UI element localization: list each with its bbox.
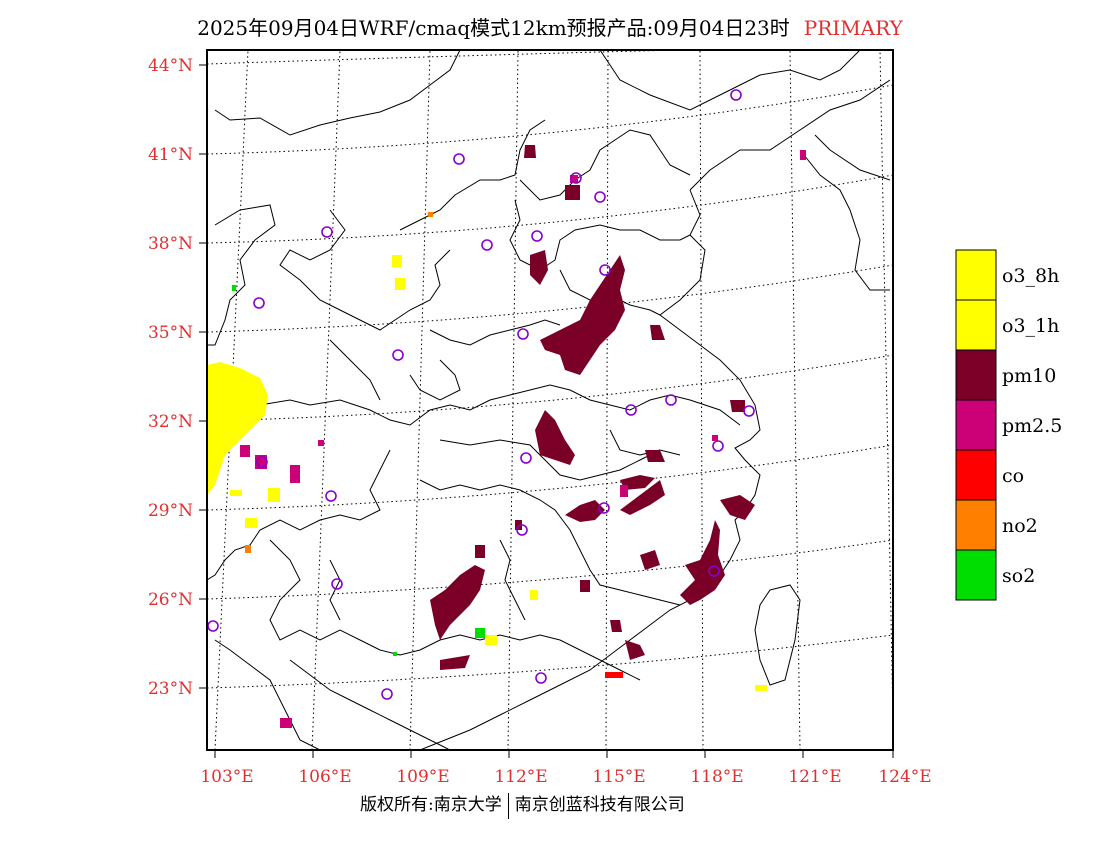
graticule (207, 50, 893, 750)
circle-station-marker (331, 578, 343, 590)
circle-station-marker (712, 440, 724, 452)
circle-station-marker (743, 405, 755, 417)
circle-station-marker (516, 524, 528, 536)
longitude-axis: 103°E 106°E 109°E 112°E 115°E 118°E 121°… (200, 750, 932, 787)
circle-station-marker (665, 394, 677, 406)
copyright-left: 版权所有:南京大学 (360, 795, 502, 815)
circle-station-marker (594, 191, 606, 203)
circle-station-marker (625, 404, 637, 416)
footer-divider (507, 792, 509, 819)
pm10-patches (430, 145, 755, 670)
lon-label: 103°E (200, 767, 253, 787)
legend-swatch (955, 449, 997, 501)
o3-patches (207, 255, 767, 691)
circle-station-marker (520, 452, 532, 464)
circle-station-marker (599, 264, 611, 276)
lat-label: 44°N (148, 56, 193, 76)
circle-station-marker (481, 239, 493, 251)
legend-label: so2 (1002, 565, 1035, 587)
title-primary-tag: PRIMARY (803, 16, 903, 40)
lat-label: 41°N (148, 145, 193, 165)
lat-label: 23°N (148, 679, 193, 699)
legend-swatch (955, 499, 997, 551)
station-markers (207, 89, 755, 700)
circle-station-marker (453, 153, 465, 165)
lat-label: 26°N (148, 590, 193, 610)
circle-station-marker (207, 620, 219, 632)
legend-swatch (955, 249, 997, 301)
legend-swatch (955, 349, 997, 401)
circle-station-marker (570, 172, 582, 184)
lon-label: 124°E (878, 767, 931, 787)
lat-label: 29°N (148, 501, 193, 521)
legend-label: co (1002, 465, 1024, 487)
so2-patches (232, 285, 485, 656)
title-main: 2025年09月04日WRF/cmaq模式12km预报产品:09月04日23时 (197, 16, 790, 40)
lat-label: 32°N (148, 412, 193, 432)
lon-label: 115°E (592, 767, 645, 787)
circle-station-marker (531, 230, 543, 242)
map-area (207, 50, 893, 750)
legend: o3_8h o3_1h pm10 pm2.5 co no2 so2 (955, 249, 1062, 601)
lon-label: 121°E (788, 767, 841, 787)
lon-label: 106°E (298, 767, 351, 787)
circle-station-marker (321, 226, 333, 238)
copyright-footer: 版权所有:南京大学 南京创蓝科技有限公司 (360, 790, 685, 819)
latitude-axis: 44°N 41°N 38°N 35°N 32°N 29°N 26°N 23°N (148, 56, 207, 699)
circle-station-marker (730, 89, 742, 101)
circle-station-marker (708, 565, 720, 577)
lon-label: 112°E (494, 767, 547, 787)
legend-label: o3_8h (1002, 265, 1059, 287)
lon-label: 109°E (396, 767, 449, 787)
circle-station-marker (535, 672, 547, 684)
lat-label: 35°N (148, 323, 193, 343)
circle-station-marker (392, 349, 404, 361)
circle-station-marker (256, 456, 268, 468)
legend-swatch (955, 299, 997, 351)
circle-station-marker (325, 490, 337, 502)
lat-label: 38°N (148, 234, 193, 254)
lon-label: 118°E (690, 767, 743, 787)
copyright-right: 南京创蓝科技有限公司 (514, 795, 685, 815)
co-patches (605, 672, 623, 678)
circle-station-marker (598, 502, 610, 514)
legend-swatch (955, 399, 997, 451)
legend-swatch (955, 549, 997, 601)
circle-station-marker (253, 297, 265, 309)
circle-station-marker (381, 688, 393, 700)
legend-label: no2 (1002, 515, 1038, 537)
no2-patches (245, 212, 433, 553)
legend-label: pm10 (1002, 365, 1056, 387)
map-title: 2025年09月04日WRF/cmaq模式12km预报产品:09月04日23时 P… (0, 12, 1100, 41)
legend-label: pm2.5 (1002, 415, 1062, 437)
map-frame (206, 49, 894, 751)
legend-label: o3_1h (1002, 315, 1059, 337)
boundaries (207, 50, 891, 750)
circle-station-marker (517, 328, 529, 340)
